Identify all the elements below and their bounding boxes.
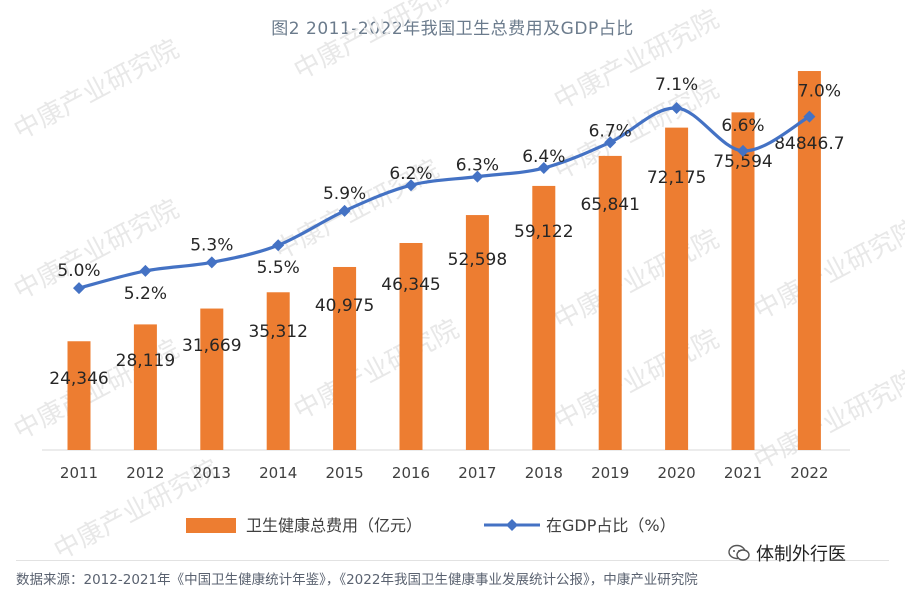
line-point-2018 [537,162,550,175]
line-value-label: 5.3% [190,235,233,255]
bar-2012 [133,324,157,450]
bar-value-label: 46,345 [381,275,440,295]
line-point-2017 [471,170,484,183]
watermark-text: 中康产业研究院 [549,324,724,436]
line-point-2016 [405,179,417,192]
x-tick-label: 2019 [591,464,629,482]
bar-2016 [399,242,423,450]
line-point-2021 [737,144,749,157]
watermark-text: 中康产业研究院 [289,314,464,426]
bar-value-label: 84846.7 [774,134,844,154]
bar-value-label: 31,669 [182,336,241,356]
line-value-label: 6.7% [589,121,632,141]
x-tick-label: 2018 [525,464,563,482]
line-value-label: 6.2% [389,164,432,184]
brand-name: 体制外行医 [756,544,846,565]
bar-2020 [665,127,689,450]
line-value-label: 5.9% [323,184,366,204]
line-value-label: 6.3% [456,156,499,176]
line-value-label: 7.0% [798,82,841,102]
x-tick-label: 2015 [326,464,364,482]
line-value-label: 5.5% [257,258,300,278]
bar-value-label: 75,594 [713,152,772,172]
bar-value-label: 35,312 [248,322,307,342]
x-tick-label: 2021 [724,464,762,482]
line-point-2013 [205,256,218,269]
legend-bar-swatch [186,518,236,533]
bar-2013 [200,308,224,450]
bar-2018 [532,185,556,450]
x-tick-labels: 2011 2012 2013 2014 2015 2016 2017 2018 2019 2020… [60,464,829,482]
bar-2014 [266,292,290,450]
legend-line-marker [506,519,518,531]
chart-title: 图2 2011-2022年我国卫生总费用及GDP占比 [271,19,634,39]
x-tick-label: 2016 [392,464,430,482]
bar-2017 [465,215,489,450]
legend-line-label: 在GDP占比（%） [546,516,676,535]
watermark-text: 中康产业研究院 [749,364,905,476]
data-source-note: 数据来源：2012-2021年《中国卫生健康统计年鉴》，《2022年我国卫生健康… [16,572,698,588]
bar-2021 [731,112,755,450]
line-value-label: 7.1% [655,75,698,95]
x-tick-label: 2014 [259,464,297,482]
line-point-2019 [604,136,617,149]
wechat-icon [728,544,750,561]
bar-value-label: 40,975 [315,296,374,316]
line-point-2011 [73,282,85,295]
bar-2022 [797,71,821,451]
bar-value-label: 28,119 [116,351,175,371]
legend: 卫生健康总费用（亿元） 在GDP占比（%） [186,516,676,535]
bar-2011 [67,341,91,450]
bar-value-label: 65,841 [580,195,639,215]
footer-divider [16,560,889,561]
watermark-text: 中康产业研究院 [289,0,464,86]
line-value-label: 6.4% [522,147,565,167]
bar-2015 [333,266,357,450]
line-point-2015 [338,204,351,217]
x-tick-label: 2013 [193,464,231,482]
bar-series: 24,346 28,119 31,669 35,312 40,975 46,345 52,5… [49,71,845,451]
line-point-2014 [272,239,285,252]
bar-value-label: 24,346 [49,369,108,389]
brand-badge: 体制外行医 [728,540,846,566]
bar-2019 [598,155,622,450]
x-tick-label: 2012 [126,464,164,482]
watermark-text: 中康产业研究院 [9,34,184,146]
x-tick-label: 2022 [790,464,828,482]
line-value-label: 5.0% [57,261,100,281]
x-tick-label: 2020 [658,464,696,482]
line-value-label: 6.6% [721,116,764,136]
x-tick-label: 2011 [60,464,98,482]
line-point-2020 [670,102,683,115]
x-tick-label: 2017 [458,464,496,482]
line-point-2022 [803,110,816,123]
line-series: 5.0% 5.2% 5.3% 5.5% 5.9% 6.2% 6.3% 6.4% 6.7% 7.1%… [57,75,841,304]
bar-value-label: 72,175 [647,168,706,188]
watermark-text: 中康产业研究院 [549,224,724,336]
bar-value-label: 59,122 [514,222,573,242]
watermark-text: 中康产业研究院 [749,214,905,326]
line-point-2012 [139,264,152,277]
line-value-label: 5.2% [124,284,167,304]
legend-bar-label: 卫生健康总费用（亿元） [246,516,422,535]
bar-value-label: 52,598 [448,250,507,270]
